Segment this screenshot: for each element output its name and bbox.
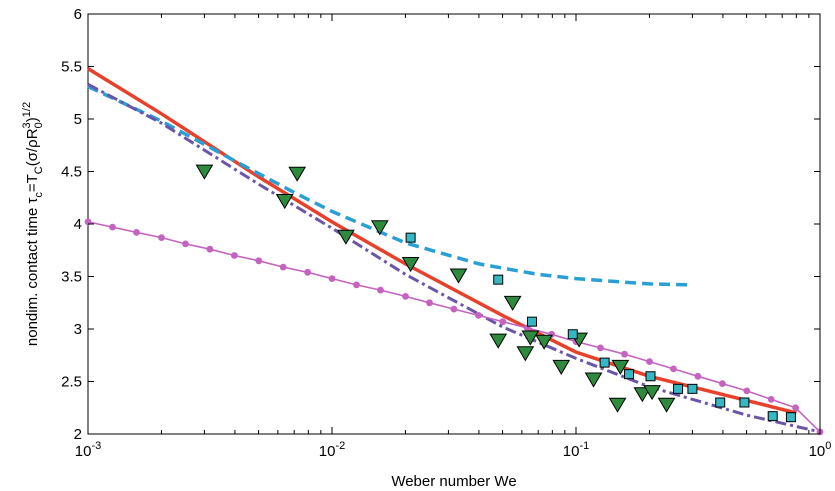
y-label-sup: 1/2 [21, 102, 33, 117]
series-dot [231, 252, 238, 259]
y-tick-label: 5 [74, 111, 82, 128]
y-tick-label: 5.5 [61, 59, 82, 76]
series-line-0 [87, 67, 797, 415]
triangle-marker [608, 397, 627, 413]
y-label-eq: =T [24, 174, 41, 192]
plot-area [87, 13, 821, 435]
triangle-marker [489, 333, 508, 349]
series-dot [328, 275, 336, 282]
square-marker [715, 397, 726, 408]
series-dot [792, 404, 799, 412]
series-dot [353, 281, 360, 289]
triangle-marker [611, 359, 630, 375]
y-tick-label: 2 [74, 426, 82, 443]
y-tick-label: 2.5 [61, 374, 82, 391]
x-axis-label: Weber number We [391, 473, 516, 490]
square-marker [673, 383, 684, 394]
y-label-main: nondim. contact time τ [24, 198, 41, 347]
triangle-marker [401, 257, 420, 273]
x-tick-label: 10-2 [319, 440, 345, 460]
marker-layer [195, 164, 796, 423]
square-marker [767, 411, 778, 422]
square-marker [785, 412, 796, 423]
x-tick-label: 10-1 [563, 440, 589, 460]
triangle-marker [535, 334, 553, 350]
y-label-sub: c [33, 192, 45, 198]
triangle-marker [503, 295, 522, 311]
square-marker [687, 383, 698, 394]
square-marker [405, 232, 416, 243]
series-dot [402, 293, 409, 300]
series-line-1 [87, 84, 693, 287]
y-label-close: ) [24, 117, 41, 122]
y-tick-label: 3 [74, 321, 82, 338]
series-dot [597, 344, 604, 352]
x-tick-label: 10-3 [75, 440, 101, 460]
square-marker [739, 397, 750, 408]
series-line-2 [87, 82, 821, 434]
y-label-sub-r: 0 [33, 122, 45, 128]
triangle-marker [195, 164, 214, 180]
triangle-marker [633, 387, 652, 403]
triangle-marker [288, 166, 307, 182]
triangle-marker [337, 229, 355, 245]
series-dot [377, 286, 384, 294]
triangle-marker [657, 397, 676, 413]
series-layer [84, 67, 824, 436]
square-marker [599, 357, 610, 368]
y-label-sup-r: 3 [21, 122, 33, 128]
series-dot [694, 372, 702, 380]
y-tick-label: 6 [74, 6, 82, 23]
y-tick-label: 3.5 [61, 269, 82, 286]
series-dot [304, 268, 311, 276]
y-tick-label: 4.5 [61, 164, 82, 181]
y-axis-label: nondim. contact time τc=TC(σ/ρR30)1/2 [21, 102, 45, 346]
y-label-sub2: C [33, 166, 45, 174]
series-dot [475, 312, 482, 319]
triangle-marker [370, 220, 389, 236]
series-dot [767, 396, 775, 403]
series-dot [279, 263, 287, 271]
triangle-marker [643, 385, 661, 401]
square-marker [624, 369, 635, 380]
series-dot [621, 350, 628, 358]
series-dot [206, 245, 214, 253]
series-dot [133, 229, 140, 236]
triangle-marker [275, 194, 294, 210]
series-dot [426, 299, 433, 307]
y-tick-label: 4 [74, 216, 82, 233]
triangle-marker [521, 330, 540, 346]
square-marker [526, 316, 537, 327]
axis-layer: 2 2.5 3 3.5 4 4.5 5 5.5 6 10-3 10-2 10-1 100 [61, 6, 831, 460]
series-dot [743, 387, 751, 395]
series-dot [158, 234, 165, 242]
series-dot [182, 240, 189, 248]
series-dot [109, 223, 116, 231]
series-dot [670, 365, 677, 373]
triangle-marker [516, 346, 535, 362]
series-dot [255, 257, 263, 265]
x-tick-label: 100 [809, 440, 832, 460]
series-dot [450, 305, 458, 313]
triangle-marker [552, 359, 571, 375]
square-marker [493, 274, 504, 285]
triangle-marker [449, 268, 468, 284]
square-marker [567, 329, 578, 340]
series-dot [499, 318, 507, 326]
triangle-marker [584, 372, 603, 388]
square-marker [645, 371, 656, 382]
series-dot [719, 380, 726, 387]
series-dot [646, 358, 653, 365]
y-label-paren: (σ/ρR [24, 128, 41, 166]
